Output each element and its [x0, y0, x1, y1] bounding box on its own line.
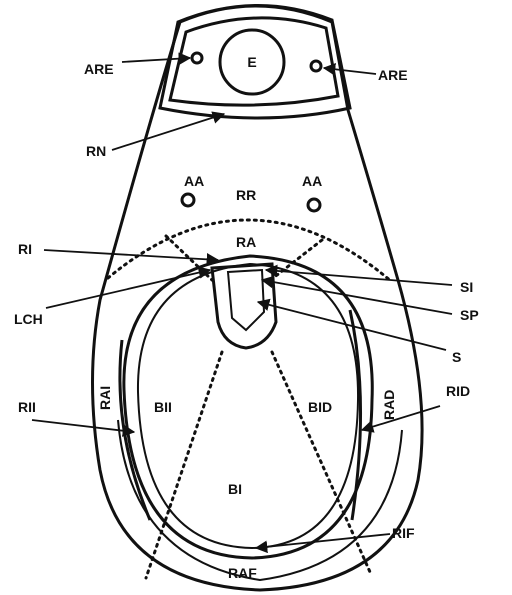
aa-left-ring	[180, 192, 196, 208]
label-BID: BID	[308, 399, 332, 415]
label-RII: RII	[18, 399, 36, 415]
dotted-line-upper-right	[266, 238, 324, 284]
dotted-arc	[106, 218, 394, 284]
right-thick-stroke	[348, 309, 363, 521]
label-RR: RR	[236, 187, 256, 203]
central-canal	[210, 262, 278, 350]
outer-contour	[91, 4, 424, 592]
head-plate-outer	[158, 4, 352, 120]
arrow-RID	[360, 405, 441, 433]
inner-oval-inner	[136, 262, 360, 550]
arrow-LCH	[45, 266, 212, 309]
label-LCH: LCH	[14, 311, 43, 327]
label-ARE-right: ARE	[378, 67, 408, 83]
label-BI: BI	[228, 481, 242, 497]
label-RID: RID	[446, 383, 470, 399]
label-RAD: RAD	[381, 390, 397, 420]
arrow-ARE-left	[121, 52, 192, 65]
label-SP: SP	[460, 307, 479, 323]
label-SI: SI	[460, 279, 473, 295]
label-RIF: RIF	[392, 525, 415, 541]
label-S: S	[452, 349, 461, 365]
dotted-line-lower-left	[144, 350, 224, 580]
label-BII: BII	[154, 399, 172, 415]
arrow-RN	[111, 111, 226, 151]
arrow-RI	[43, 249, 220, 266]
head-plate-inner	[168, 16, 340, 107]
are-left-ring	[190, 51, 204, 65]
arrow-SI	[264, 264, 453, 286]
central-canal-inner	[226, 268, 266, 332]
label-RA: RA	[236, 234, 256, 250]
eye-circle	[218, 28, 286, 96]
arrow-RIF	[254, 533, 391, 554]
label-ARE-left: ARE	[84, 61, 114, 77]
label-E: E	[247, 54, 256, 70]
label-AA-left: AA	[184, 173, 204, 189]
label-RAF: RAF	[228, 565, 257, 581]
arrow-ARE-right	[322, 63, 377, 76]
dotted-line-lower-right	[270, 350, 372, 574]
arrow-SP	[260, 275, 453, 315]
label-RN: RN	[86, 143, 106, 159]
arrow-RII	[31, 419, 136, 437]
label-RI: RI	[18, 241, 32, 257]
label-AA-right: AA	[302, 173, 322, 189]
lower-inner-contour	[117, 419, 403, 582]
inner-oval-outer	[122, 254, 374, 560]
arrow-S	[256, 298, 447, 351]
aa-right-ring	[306, 197, 322, 213]
are-right-ring	[309, 59, 323, 73]
label-RAI: RAI	[97, 386, 113, 410]
